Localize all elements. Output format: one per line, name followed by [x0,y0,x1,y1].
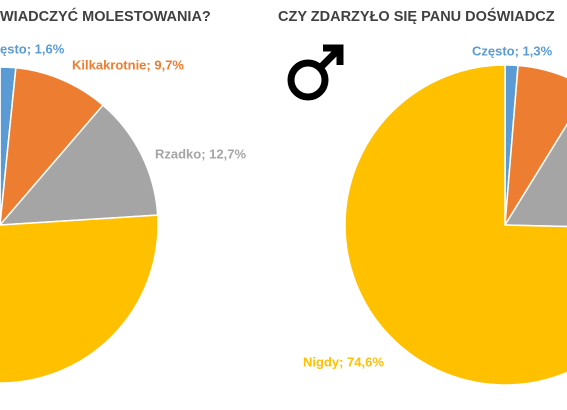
data-label: Kilkakrotnie; 9,7% [72,57,184,72]
data-label: Nigdy; 74,6% [303,354,384,369]
pie-slice [0,66,105,227]
pie-slice [504,64,567,226]
data-label: Rzadko; 12,7% [155,146,246,161]
pie-slice [0,66,159,384]
pie-slice [344,64,567,386]
data-label: Często; 1,3% [472,43,553,58]
data-label: ęsto; 1,6% [0,41,65,56]
charts: ęsto; 1,6% Kilkakrotnie; 9,7% Rzadko; 12,7… [0,7,567,386]
chart-title: CZY ZDARZYŁO SIĘ PANU DOŚWIADCZ [278,7,555,25]
pie-slice [503,123,567,228]
male-symbol [287,44,344,101]
chart-title: WIADCZYĆ MOLESTOWANIA? [0,7,211,25]
pie-slice [0,104,159,226]
